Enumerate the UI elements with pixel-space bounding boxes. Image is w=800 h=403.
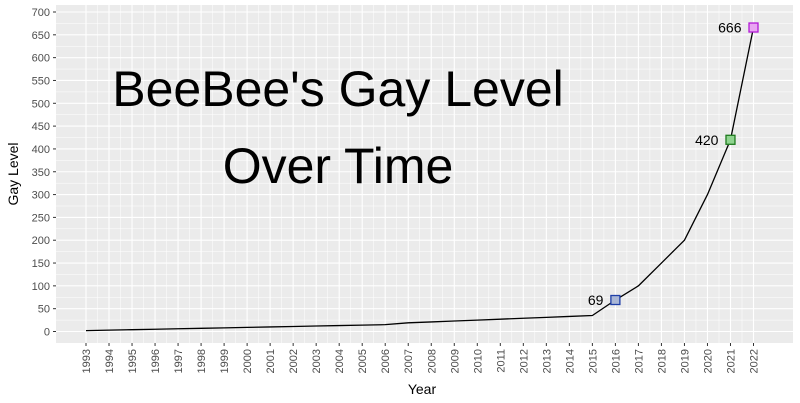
x-tick-label: 1999 (219, 349, 231, 373)
x-tick-label: 2017 (633, 349, 645, 373)
x-tick-label: 2012 (518, 349, 530, 373)
point-label-69: 69 (588, 292, 604, 308)
y-tick-label: 650 (32, 30, 50, 42)
y-tick-label: 0 (44, 327, 50, 339)
y-axis-ticks: 0 50 100 150 200 250 300 350 400 450 500 550 600 650 7… (32, 7, 56, 339)
x-tick-label: 2008 (426, 349, 438, 373)
x-axis-ticks: 1993 1994 1995 1996 1997 1998 1999 2000 2001 2002… (81, 343, 761, 373)
minor-gridlines (56, 5, 793, 343)
x-tick-label: 2016 (610, 349, 622, 373)
y-tick-label: 200 (32, 235, 50, 247)
x-tick-label: 1994 (104, 349, 116, 373)
series-line-0 (85, 27, 755, 332)
x-axis-title: Year (408, 381, 437, 397)
x-tick-label: 2001 (265, 349, 277, 373)
x-tick-label: 2020 (702, 349, 714, 373)
x-tick-label: 2022 (749, 349, 761, 373)
x-tick-label: 2003 (311, 349, 323, 373)
y-tick-label: 600 (32, 53, 50, 65)
x-tick-label: 2019 (679, 349, 691, 373)
highlighted-points: 69 420 666 (588, 20, 759, 308)
y-axis-title: Gay Level (5, 142, 21, 205)
point-label-420: 420 (695, 132, 719, 148)
y-tick-label: 250 (32, 212, 50, 224)
x-tick-label: 2021 (725, 349, 737, 373)
x-tick-label: 2005 (357, 349, 369, 373)
x-tick-label: 1996 (150, 349, 162, 373)
x-tick-label: 1995 (127, 349, 139, 373)
x-tick-label: 2006 (380, 349, 392, 373)
x-tick-label: 2009 (449, 349, 461, 373)
y-tick-label: 50 (38, 304, 50, 316)
y-tick-label: 500 (32, 98, 50, 110)
x-tick-label: 2004 (334, 349, 346, 373)
x-tick-label: 2007 (403, 349, 415, 373)
y-tick-label: 350 (32, 167, 50, 179)
y-tick-label: 700 (32, 7, 50, 19)
point-label-666: 666 (718, 20, 742, 36)
x-tick-label: 2011 (495, 349, 507, 373)
major-gridlines (56, 5, 793, 343)
highlight-point-69 (610, 294, 621, 306)
highlight-point-420 (725, 134, 736, 145)
y-tick-label: 300 (32, 190, 50, 202)
chart-title-line-1: BeeBee's Gay Level (112, 61, 564, 117)
y-tick-label: 450 (32, 121, 50, 133)
x-tick-label: 2018 (656, 349, 668, 373)
x-tick-label: 2015 (587, 349, 599, 373)
x-tick-label: 1998 (196, 349, 208, 373)
y-tick-label: 150 (32, 258, 50, 270)
x-tick-label: 2013 (541, 349, 553, 373)
plot-panel (56, 5, 793, 343)
y-tick-label: 550 (32, 75, 50, 87)
x-tick-label: 2000 (242, 349, 254, 373)
x-tick-label: 2010 (472, 349, 484, 373)
y-tick-label: 100 (32, 281, 50, 293)
x-tick-label: 2002 (288, 349, 300, 373)
x-tick-label: 1993 (81, 349, 93, 373)
x-tick-label: 1997 (173, 349, 185, 373)
x-tick-label: 2014 (564, 349, 576, 373)
series-layer (85, 27, 755, 332)
chart-title-line-2: Over Time (223, 138, 454, 194)
y-tick-label: 400 (32, 144, 50, 156)
highlight-point-666 (748, 22, 759, 33)
